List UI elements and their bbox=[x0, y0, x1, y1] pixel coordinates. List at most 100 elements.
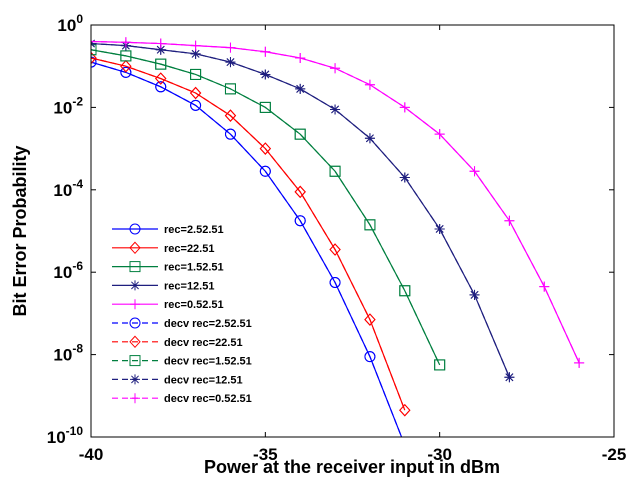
legend-item-decv-rec-22-51: decv rec=22.51 bbox=[112, 335, 243, 349]
data-point-decv-rec-12-51-9 bbox=[399, 172, 410, 183]
series-line-decv-rec-1-52-51 bbox=[91, 49, 441, 366]
data-point-decv-rec-0-52-51-13 bbox=[539, 281, 550, 292]
y-tick-base: 10 bbox=[53, 263, 72, 282]
legend-swatch-marker bbox=[130, 299, 140, 310]
legend-swatch-marker bbox=[129, 355, 141, 367]
legend-item-rec-1-52-51: rec=1.52.51 bbox=[112, 261, 224, 274]
data-point-decv-rec-1-52-51-8 bbox=[364, 219, 376, 231]
data-point-decv-rec-22-51-8 bbox=[364, 313, 376, 326]
y-tick-label: 10-6 bbox=[53, 259, 83, 282]
data-point-decv-rec-12-51-5 bbox=[260, 69, 271, 80]
y-axis-label: Bit Error Probability bbox=[10, 145, 30, 316]
data-point-decv-rec-0-52-51-7 bbox=[330, 63, 341, 74]
y-tick-label: 10-2 bbox=[53, 94, 83, 117]
y-tick-exponent: -10 bbox=[66, 424, 84, 438]
series-decv-rec-0-52-51 bbox=[91, 36, 585, 368]
data-point-decv-rec-22-51-6 bbox=[294, 185, 306, 199]
data-point-decv-rec-12-51-12 bbox=[504, 372, 515, 383]
legend-label: rec=1.52.51 bbox=[164, 262, 224, 274]
data-point-decv-rec-12-51-10 bbox=[434, 223, 445, 234]
series-decv-rec-1-52-51 bbox=[91, 44, 446, 371]
data-point-decv-rec-0-52-51-2 bbox=[155, 38, 166, 49]
series-line-decv-rec-2-52-51 bbox=[91, 61, 403, 437]
data-point-decv-rec-1-52-51-0 bbox=[91, 44, 97, 56]
data-point-decv-rec-12-51-3 bbox=[190, 48, 201, 59]
legend-label: decv rec=1.52.51 bbox=[164, 356, 252, 368]
data-point-decv-rec-0-52-51-10 bbox=[434, 129, 445, 140]
legend-item-decv-rec-0-52-51: decv rec=0.52.51 bbox=[112, 393, 252, 405]
series-line-decv-rec-0-52-51 bbox=[91, 40, 580, 364]
legend-item-decv-rec-2-52-51: decv rec=2.52.51 bbox=[112, 317, 252, 330]
data-point-decv-rec-22-51-2 bbox=[155, 72, 167, 85]
x-tick-label: -25 bbox=[602, 445, 627, 464]
series-decv-rec-2-52-51 bbox=[91, 56, 403, 437]
legend-item-rec-2-52-51: rec=2.52.51 bbox=[112, 223, 224, 236]
data-point-decv-rec-1-52-51-9 bbox=[399, 285, 411, 297]
legend-swatch-marker bbox=[129, 223, 141, 235]
data-point-decv-rec-1-52-51-1 bbox=[120, 50, 132, 62]
data-point-decv-rec-2-52-51-8 bbox=[364, 351, 376, 363]
legend: rec=2.52.51 rec=22.51 rec=1.52.51 rec=12.51… bbox=[112, 223, 252, 405]
data-point-decv-rec-2-52-51-0 bbox=[91, 56, 97, 68]
y-tick-exponent: -4 bbox=[72, 177, 83, 191]
data-point-decv-rec-12-51-6 bbox=[295, 83, 306, 94]
legend-label: rec=0.52.51 bbox=[164, 299, 224, 311]
legend-swatch-marker bbox=[129, 261, 141, 273]
data-point-decv-rec-0-52-51-12 bbox=[504, 215, 515, 226]
x-tick-label: -40 bbox=[79, 445, 104, 464]
data-point-decv-rec-2-52-51-6 bbox=[294, 215, 306, 227]
legend-label: decv rec=2.52.51 bbox=[164, 318, 252, 330]
data-point-decv-rec-1-52-51-4 bbox=[224, 83, 236, 95]
plot-frame bbox=[90, 24, 615, 438]
y-tick-base: 10 bbox=[57, 16, 76, 35]
data-point-decv-rec-22-51-5 bbox=[259, 142, 272, 155]
y-tick-base: 10 bbox=[53, 346, 72, 365]
data-point-decv-rec-0-52-51-14 bbox=[574, 357, 585, 368]
y-tick-base: 10 bbox=[53, 98, 72, 117]
data-point-decv-rec-1-52-51-2 bbox=[155, 58, 167, 70]
plot-area-background bbox=[91, 25, 614, 437]
data-point-decv-rec-1-52-51-5 bbox=[259, 101, 271, 113]
data-point-decv-rec-12-51-4 bbox=[225, 57, 236, 68]
data-point-decv-rec-2-52-51-7 bbox=[329, 277, 341, 288]
data-point-decv-rec-22-51-7 bbox=[329, 243, 341, 256]
x-tick-label: -30 bbox=[427, 445, 452, 464]
legend-label: decv rec=0.52.51 bbox=[164, 393, 252, 405]
data-point-decv-rec-1-52-51-10 bbox=[434, 359, 446, 371]
data-point-decv-rec-12-51-8 bbox=[364, 133, 375, 144]
data-point-decv-rec-1-52-51-3 bbox=[190, 68, 202, 80]
y-tick-label: 100 bbox=[57, 12, 83, 35]
series-decv-rec-22-51 bbox=[91, 51, 411, 417]
legend-label: decv rec=12.51 bbox=[164, 374, 243, 386]
data-point-decv-rec-0-52-51-9 bbox=[399, 102, 410, 113]
data-point-decv-rec-22-51-1 bbox=[120, 59, 132, 73]
legend-swatch-marker bbox=[129, 317, 141, 329]
series-line-decv-rec-22-51 bbox=[91, 57, 406, 411]
data-point-decv-rec-22-51-4 bbox=[224, 109, 237, 122]
data-point-decv-rec-1-52-51-7 bbox=[329, 165, 341, 177]
data-point-decv-rec-22-51-3 bbox=[189, 86, 202, 100]
data-point-rec-2-52-51-9 bbox=[400, 440, 410, 450]
data-point-decv-rec-22-51-0 bbox=[91, 51, 97, 65]
data-point-decv-rec-2-52-51-4 bbox=[224, 128, 236, 140]
legend-item-rec-0-52-51: rec=0.52.51 bbox=[112, 299, 224, 311]
y-tick-base: 10 bbox=[47, 428, 66, 447]
data-point-decv-rec-12-51-7 bbox=[330, 104, 341, 115]
data-point-decv-rec-0-52-51-5 bbox=[260, 46, 271, 57]
y-tick-exponent: -2 bbox=[72, 94, 83, 108]
legend-swatch-marker bbox=[130, 374, 140, 385]
data-point-decv-rec-22-51-9 bbox=[399, 403, 411, 417]
legend-label: rec=22.51 bbox=[164, 243, 214, 255]
data-point-decv-rec-2-52-51-3 bbox=[190, 99, 202, 111]
data-point-decv-rec-12-51-11 bbox=[469, 289, 480, 300]
data-point-decv-rec-0-52-51-0 bbox=[91, 36, 96, 47]
legend-swatch-marker bbox=[129, 241, 141, 255]
legend-item-decv-rec-12-51: decv rec=12.51 bbox=[112, 374, 243, 386]
legend-item-rec-12-51: rec=12.51 bbox=[112, 280, 214, 292]
legend-label: rec=2.52.51 bbox=[164, 224, 224, 236]
y-tick-label: 10-8 bbox=[53, 342, 83, 365]
data-point-decv-rec-0-52-51-8 bbox=[364, 79, 375, 90]
